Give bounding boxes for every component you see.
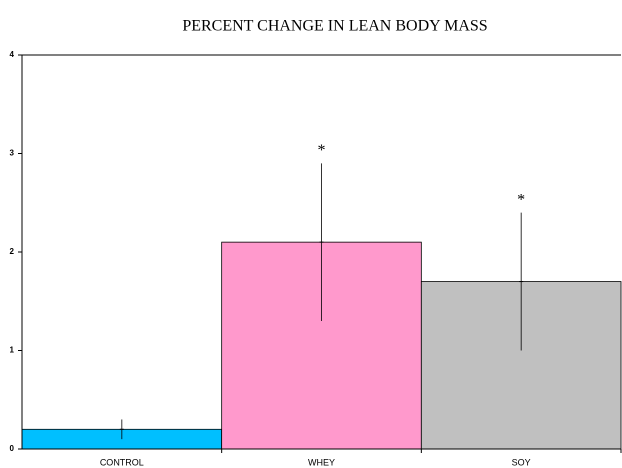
x-tick-label: SOY (512, 457, 531, 467)
annotation: * (318, 142, 326, 159)
x-tick-label: WHEY (308, 457, 335, 467)
y-tick-label: 3 (10, 149, 15, 158)
x-tick-label: CONTROL (100, 457, 144, 467)
annotation: * (517, 191, 525, 208)
y-tick-label: 0 (10, 444, 15, 453)
y-tick-label: 1 (10, 346, 15, 355)
y-tick-label: 4 (10, 50, 15, 59)
chart-title: PERCENT CHANGE IN LEAN BODY MASS (182, 18, 487, 35)
y-tick-label: 2 (10, 247, 15, 256)
